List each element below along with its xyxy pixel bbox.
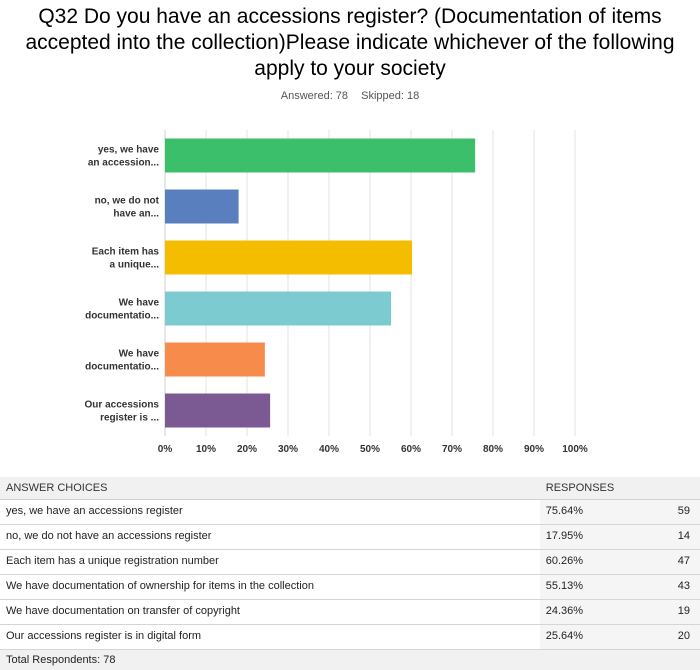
table-row: Our accessions register is in digital fo… [0, 624, 700, 650]
row-percent: 75.64% [539, 499, 672, 525]
category-label: We have documentatio... [85, 298, 159, 322]
x-tick-label: 10% [196, 444, 216, 455]
row-percent: 24.36% [539, 599, 672, 625]
x-tick-label: 90% [524, 444, 544, 455]
bar [165, 393, 271, 428]
row-count: 19 [671, 599, 700, 625]
row-percent: 55.13% [539, 574, 672, 600]
answered-count: Answered: 78 [280, 90, 349, 102]
bar [165, 240, 413, 275]
category-label: We have documentatio... [85, 349, 159, 373]
row-choice: We have documentation on transfer of cop… [0, 599, 540, 625]
row-count: 14 [671, 524, 700, 550]
x-tick-label: 100% [562, 444, 588, 455]
table-header-row: ANSWER CHOICES RESPONSES [0, 477, 700, 500]
header-count [671, 477, 700, 500]
responses-table: ANSWER CHOICES RESPONSES yes, we have an… [0, 477, 700, 670]
bar [165, 342, 265, 377]
row-percent: 25.64% [539, 624, 672, 650]
title-line: apply to your society [254, 57, 446, 80]
bar [165, 291, 392, 326]
table-row: no, we do not have an accessions registe… [0, 524, 700, 550]
x-tick-label: 30% [278, 444, 298, 455]
x-tick-label: 60% [401, 444, 421, 455]
header-answer-choices: ANSWER CHOICES [0, 477, 540, 500]
row-choice: Each item has a unique registration numb… [0, 549, 540, 575]
x-tick-label: 50% [360, 444, 380, 455]
bar-chart: 0% 10% 20% 30% 40% 50% 60% 70% 80% 90% 100% yes, we… [85, 130, 588, 455]
table-row: We have documentation of ownership for i… [0, 574, 700, 600]
bar [165, 189, 239, 224]
header-responses: RESPONSES [539, 477, 672, 500]
x-tick-label: 20% [237, 444, 257, 455]
category-label: Our accessions register is ... [85, 400, 160, 424]
category-label: Each item has a unique... [92, 247, 160, 271]
row-count: 20 [671, 624, 700, 650]
x-tick-label: 80% [483, 444, 503, 455]
title-line: Q32 Do you have an accessions register? … [38, 5, 662, 28]
title-line: accepted into the collection)Please indi… [25, 31, 675, 54]
x-tick-label: 0% [158, 444, 173, 455]
skipped-count: Skipped: 18 [361, 90, 420, 102]
table-row: Each item has a unique registration numb… [0, 549, 700, 575]
total-respondents: Total Respondents: 78 [0, 649, 700, 670]
row-choice: Our accessions register is in digital fo… [0, 624, 540, 650]
row-choice: yes, we have an accessions register [0, 499, 540, 525]
row-percent: 60.26% [539, 549, 672, 575]
row-count: 47 [671, 549, 700, 575]
row-count: 59 [671, 499, 700, 525]
bar [165, 138, 476, 173]
category-label: no, we do not have an... [95, 196, 160, 220]
row-choice: We have documentation of ownership for i… [0, 574, 540, 600]
question-title: Q32 Do you have an accessions register? … [0, 4, 700, 82]
table-row: We have documentation on transfer of cop… [0, 599, 700, 625]
row-percent: 17.95% [539, 524, 672, 550]
row-count: 43 [671, 574, 700, 600]
table-footer-row: Total Respondents: 78 [0, 649, 700, 670]
row-choice: no, we do not have an accessions registe… [0, 524, 540, 550]
table-row: yes, we have an accessions register 75.6… [0, 499, 700, 525]
x-tick-label: 70% [442, 444, 462, 455]
response-stats: Answered: 78 Skipped: 18 [0, 90, 700, 102]
x-tick-label: 40% [319, 444, 339, 455]
category-label: yes, we have an accession... [88, 145, 160, 169]
